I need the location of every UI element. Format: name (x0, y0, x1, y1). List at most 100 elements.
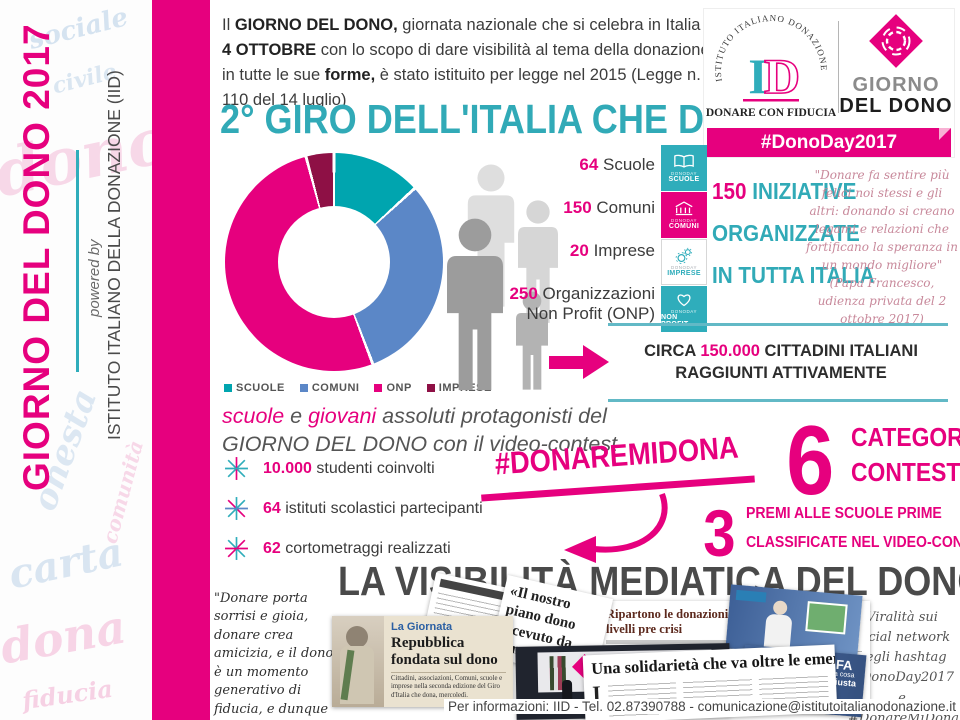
reach-text: CITTADINI ITALIANI (759, 342, 918, 360)
book-icon (674, 154, 694, 168)
initiatives-number: 150 (712, 178, 747, 204)
contest-stat-row: 64 istituti scolastici partecipanti (224, 496, 483, 521)
stat-scuole: 64 Scuole (430, 155, 655, 175)
clip-kicker: La Giornata (391, 621, 453, 633)
iid-tagline: DONARE CON FIDUCIA (706, 107, 836, 119)
stat-imprese: 20 Imprese (430, 241, 655, 261)
legend-swatch (374, 384, 383, 392)
gdd-swirl-icon (881, 26, 911, 56)
iid-logo: ISTITUTO ITALIANO DONAZIONE I D DONARE C… (706, 13, 836, 119)
categories-label: CATEGORIE (851, 422, 960, 452)
left-sidebar: dono sociale civile onesta carta dona fi… (0, 0, 152, 720)
contest-intro-highlight: scuole (222, 404, 285, 428)
stat-label2: Non Profit (ONP) (526, 304, 655, 323)
reach-number: 150.000 (700, 342, 760, 360)
legend-swatch (299, 384, 308, 392)
logo-divider-line (838, 21, 839, 113)
stat-label: Comuni (596, 198, 655, 217)
badge-comuni: DONODAY COMUNI (661, 192, 707, 238)
badge-small-label: DONODAY (671, 265, 697, 270)
intro-text: giornata nazionale che si celebra in Ita… (397, 16, 713, 34)
badge-scuole: DONODAY SCUOLE (661, 145, 707, 191)
quote-source: (Papa Francesco, udienza privata del 2 o… (817, 276, 947, 326)
organization-label: ISTITUTO ITALIANO DELLA DONAZIONE (IID) (104, 70, 124, 440)
legend-label: COMUNI (311, 382, 360, 394)
intro-bold-giorno: GIORNO DEL DONO, (234, 16, 398, 34)
watermark-word: fiducia (20, 673, 115, 716)
sidebar-title: GIORNO DEL DONO 2017 (16, 23, 57, 491)
donut-chart-hole (278, 206, 390, 318)
reach-text: RAGGIUNTI ATTIVAMENTE (675, 364, 887, 383)
legend-label: SCUOLE (236, 382, 285, 394)
contest-stat-text: 10.000 studenti coinvolti (263, 460, 435, 478)
arrow-right-icon (583, 345, 609, 379)
badge-label: COMUNI (668, 223, 700, 230)
sidebar-divider-line (76, 150, 79, 372)
legend-item: COMUNI (299, 382, 360, 394)
gears-icon (675, 247, 693, 264)
ribbon-hashtag: #DonoDay2017 (760, 131, 898, 153)
stat-value: 250 (509, 284, 538, 303)
magenta-vertical-bar (152, 0, 210, 720)
gdd-diamond-icon (869, 14, 923, 68)
legend-item: SCUOLE (224, 382, 285, 394)
stat-comuni: 150 Comuni (430, 198, 655, 218)
prizes-label: PREMI ALLE SCUOLE PRIME (746, 505, 942, 522)
prizes-label: CLASSIFICATE NEL VIDEO-CONTEST (746, 534, 960, 551)
social-virality-note: Viralità sui social network degli hashta… (848, 610, 960, 720)
powered-by-label: powered by (86, 239, 103, 317)
prizes-number: 3 (703, 496, 736, 570)
contest-intro: scuole e giovani assoluti protagonisti d… (222, 403, 617, 458)
contest-intro-text: e (284, 404, 309, 428)
reach-statement: CIRCA 150.000 CITTADINI ITALIANI RAGGIUN… (613, 340, 949, 385)
watermark-word: dona (0, 599, 130, 675)
initiatives-block: 150 INIZIATIVE ORGANIZZATE IN TUTTA ITAL… (712, 170, 897, 296)
ribbon-fold (939, 128, 951, 140)
pope-quote: "Donare fa sentire più felici noi stessi… (806, 166, 958, 328)
categories-label: CONTEST (851, 457, 960, 487)
contest-stat-row: 10.000 studenti coinvolti (224, 456, 435, 481)
asterisk-star-icon (225, 497, 248, 520)
quote-text: "Donare porta sorrisi e gioia, donare cr… (214, 591, 334, 717)
legend-item: ONP (374, 382, 411, 394)
legend-swatch (426, 384, 435, 392)
badge-small-label: DONODAY (671, 171, 697, 176)
watermark-word: comunità (97, 437, 149, 547)
contest-stat-value: 64 (263, 499, 281, 517)
category-badge-strip: DONODAY SCUOLE DONODAY COMUNI DONODAY IM… (661, 145, 707, 333)
legend-swatch (224, 384, 232, 392)
stat-label: Scuole (603, 155, 655, 174)
contest-intro-highlight: giovani (308, 404, 377, 428)
iid-letter-d: D (764, 48, 800, 104)
badge-small-label: DONODAY (671, 218, 697, 223)
intro-bold-forme: forme, (324, 66, 376, 85)
categories-number: 6 (786, 405, 835, 515)
contest-stat-row: 62 cortometraggi realizzati (224, 536, 451, 561)
newspaper-clip-giornata: La Giornata Repubblica fondata sul dono … (332, 616, 513, 707)
iid-letter-i: I (748, 48, 767, 104)
intro-text: è stato istituito per legge nel 2015 (Le… (222, 66, 701, 110)
intro-bold-date: 4 OTTOBRE (222, 41, 317, 60)
donoday-ribbon: #DonoDay2017 (707, 128, 951, 157)
contest-intro-text: assoluti protagonisti del (376, 404, 607, 428)
stat-onp: 250 Organizzazioni Non Profit (ONP) (430, 284, 655, 324)
stat-label: Organizzazioni (542, 284, 655, 303)
asterisk-star-icon (225, 537, 248, 560)
contest-stat-text: 64 istituti scolastici partecipanti (263, 500, 483, 518)
contest-stat-text: 62 cortometraggi realizzati (263, 540, 451, 558)
divider-line (608, 399, 948, 402)
clip-headline: Repubblica fondata sul dono (391, 635, 498, 668)
section-heading-giro: 2° GIRO DELL'ITALIA CHE DONA (220, 96, 861, 143)
mattarella-quote: "Donare porta sorrisi e gioia, donare cr… (214, 590, 342, 720)
badge-label: SCUOLE (668, 176, 700, 183)
contest-stat-value: 10.000 (263, 459, 312, 477)
initiatives-text: INIZIATIVE (746, 178, 857, 204)
quote-text: "Donare fa sentire più felici noi stessi… (806, 168, 958, 272)
intro-text: con lo scopo di dare visibilità al tema … (222, 41, 710, 85)
contest-intro-text: GIORNO DEL DONO con il video-contest (222, 431, 618, 456)
stat-label: Imprese (593, 241, 655, 260)
badge-imprese: DONODAY IMPRESE (661, 239, 707, 285)
gdd-line1: GIORNO (852, 74, 939, 96)
gdd-line2: DEL DONO (840, 95, 952, 117)
